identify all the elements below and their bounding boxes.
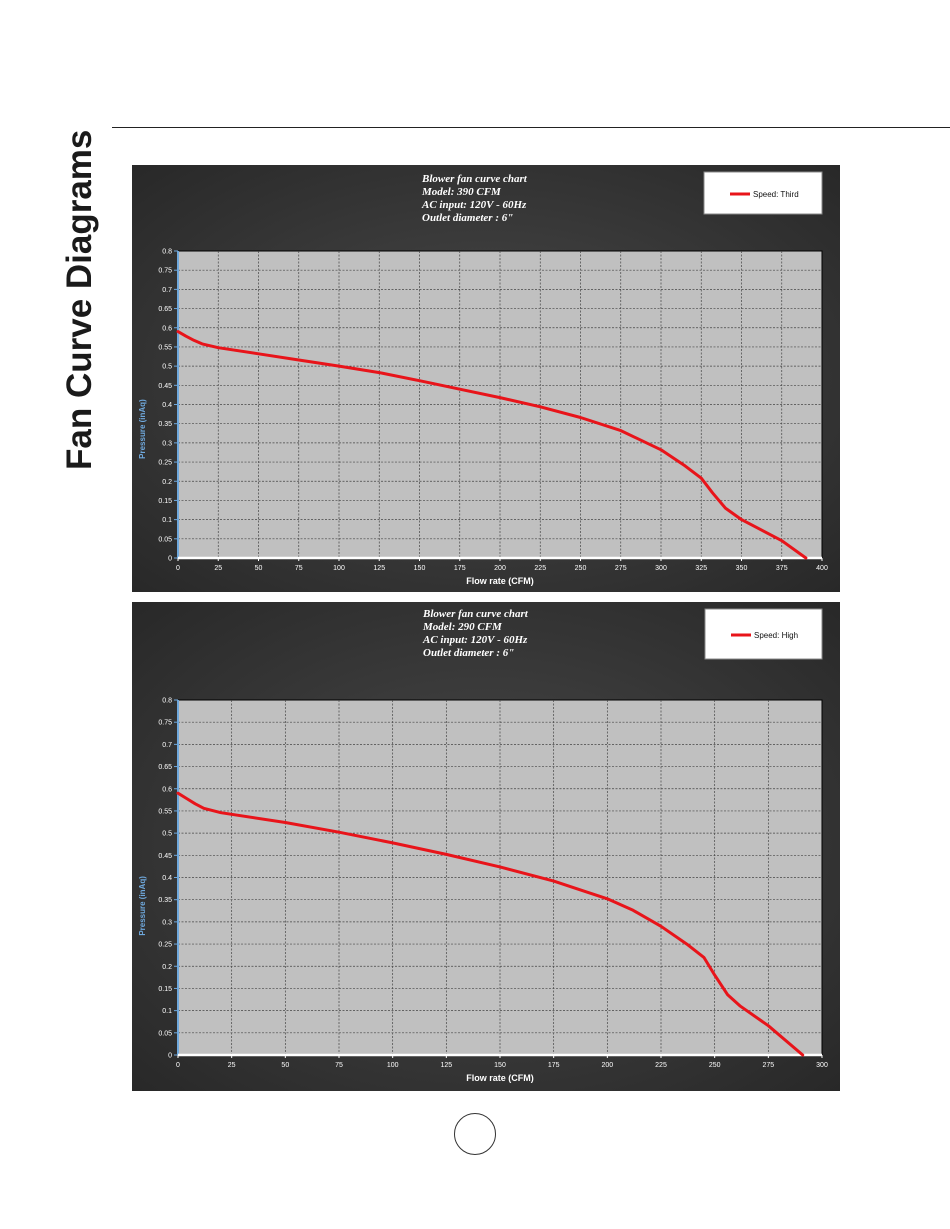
y-tick-label: 0.1 [162,517,172,524]
legend-box [704,608,823,660]
y-tick-label: 0.1 [162,1008,172,1015]
y-tick-label: 0.05 [158,1030,172,1037]
page-title: Fan Curve Diagrams [60,129,99,470]
legend-label: Speed: High [754,631,798,640]
y-tick-label: 0.2 [162,479,172,486]
legend-label: Speed: Third [753,190,799,199]
x-tick-label: 125 [373,565,385,572]
x-tick-label: 175 [454,565,466,572]
x-tick-label: 375 [776,565,788,572]
x-tick-label: 0 [176,1062,180,1069]
x-tick-label: 300 [816,1062,828,1069]
y-tick-label: 0.6 [162,786,172,793]
fan-curve-chart-290-svg: Blower fan curve chart Model: 290 CFM AC… [132,602,840,1091]
chart-title-line: Model: 390 CFM [421,186,502,198]
y-tick-label: 0.05 [158,536,172,543]
x-tick-label: 100 [387,1062,399,1069]
y-tick-label: 0.55 [158,344,172,351]
y-tick-label: 0.65 [158,306,172,313]
header-rule [112,127,950,128]
legend-box [703,171,823,215]
x-tick-label: 25 [214,565,222,572]
y-tick-label: 0.35 [158,421,172,428]
x-tick-label: 225 [655,1062,667,1069]
y-tick-label: 0.5 [162,364,172,371]
y-tick-label: 0.4 [162,402,172,409]
y-tick-label: 0.75 [158,268,172,275]
x-tick-label: 75 [335,1062,343,1069]
y-tick-label: 0.15 [158,986,172,993]
series-line [176,791,805,1057]
chart-title-line: Outlet diameter : 6" [422,212,513,224]
chart-title-line: AC input: 120V - 60Hz [422,634,528,646]
chart-title-line: Model: 290 CFM [422,621,503,633]
x-tick-label: 325 [695,565,707,572]
x-axis-label: Flow rate (CFM) [466,1073,534,1083]
y-tick-label: 0.7 [162,742,172,749]
y-tick-label: 0.8 [162,249,172,256]
x-tick-label: 150 [414,565,426,572]
x-tick-label: 200 [494,565,506,572]
x-tick-label: 275 [762,1062,774,1069]
y-tick-label: 0.4 [162,875,172,882]
y-tick-label: 0.2 [162,964,172,971]
y-tick-label: 0.8 [162,698,172,705]
y-tick-label: 0.45 [158,853,172,860]
y-tick-label: 0.3 [162,919,172,926]
chart-title-line: Outlet diameter : 6" [423,647,514,659]
fan-curve-chart-290: Blower fan curve chart Model: 290 CFM AC… [132,602,840,1091]
y-tick-label: 0.75 [158,720,172,727]
y-tick-label: 0.3 [162,440,172,447]
fan-curve-chart-390: Blower fan curve chart Model: 390 CFM AC … [132,165,840,592]
series-line [176,330,808,560]
x-tick-label: 200 [601,1062,613,1069]
y-axis-label: Pressure (inAq) [138,876,147,936]
x-tick-label: 250 [575,565,587,572]
y-tick-label: 0.65 [158,764,172,771]
y-tick-label: 0 [168,1053,172,1060]
x-tick-label: 250 [709,1062,721,1069]
x-tick-label: 350 [736,565,748,572]
y-tick-label: 0.5 [162,831,172,838]
x-tick-label: 400 [816,565,828,572]
y-tick-label: 0.15 [158,498,172,505]
y-axis-label: Pressure (inAq) [138,399,147,459]
x-tick-label: 50 [281,1062,289,1069]
chart-title-line: AC input: 120V - 60Hz [421,199,527,211]
x-tick-label: 175 [548,1062,560,1069]
y-tick-label: 0.45 [158,383,172,390]
y-tick-label: 0.35 [158,897,172,904]
x-axis-label: Flow rate (CFM) [466,576,534,586]
y-tick-label: 0.7 [162,287,172,294]
x-tick-label: 75 [295,565,303,572]
chart-title-line: Blower fan curve chart [422,608,529,620]
y-tick-label: 0 [168,556,172,563]
fan-curve-chart-390-svg: Blower fan curve chart Model: 390 CFMAC … [132,165,840,592]
x-tick-label: 275 [615,565,627,572]
x-tick-label: 125 [440,1062,452,1069]
chart-title-line: Blower fan curve chart [421,173,528,185]
x-tick-label: 25 [228,1062,236,1069]
y-tick-label: 0.25 [158,942,172,949]
page-number-circle [454,1113,496,1155]
y-tick-label: 0.55 [158,808,172,815]
x-tick-label: 300 [655,565,667,572]
y-tick-label: 0.25 [158,460,172,467]
y-tick-label: 0.6 [162,325,172,332]
x-tick-label: 50 [255,565,263,572]
x-tick-label: 0 [176,565,180,572]
x-tick-label: 225 [534,565,546,572]
x-tick-label: 100 [333,565,345,572]
x-tick-label: 150 [494,1062,506,1069]
